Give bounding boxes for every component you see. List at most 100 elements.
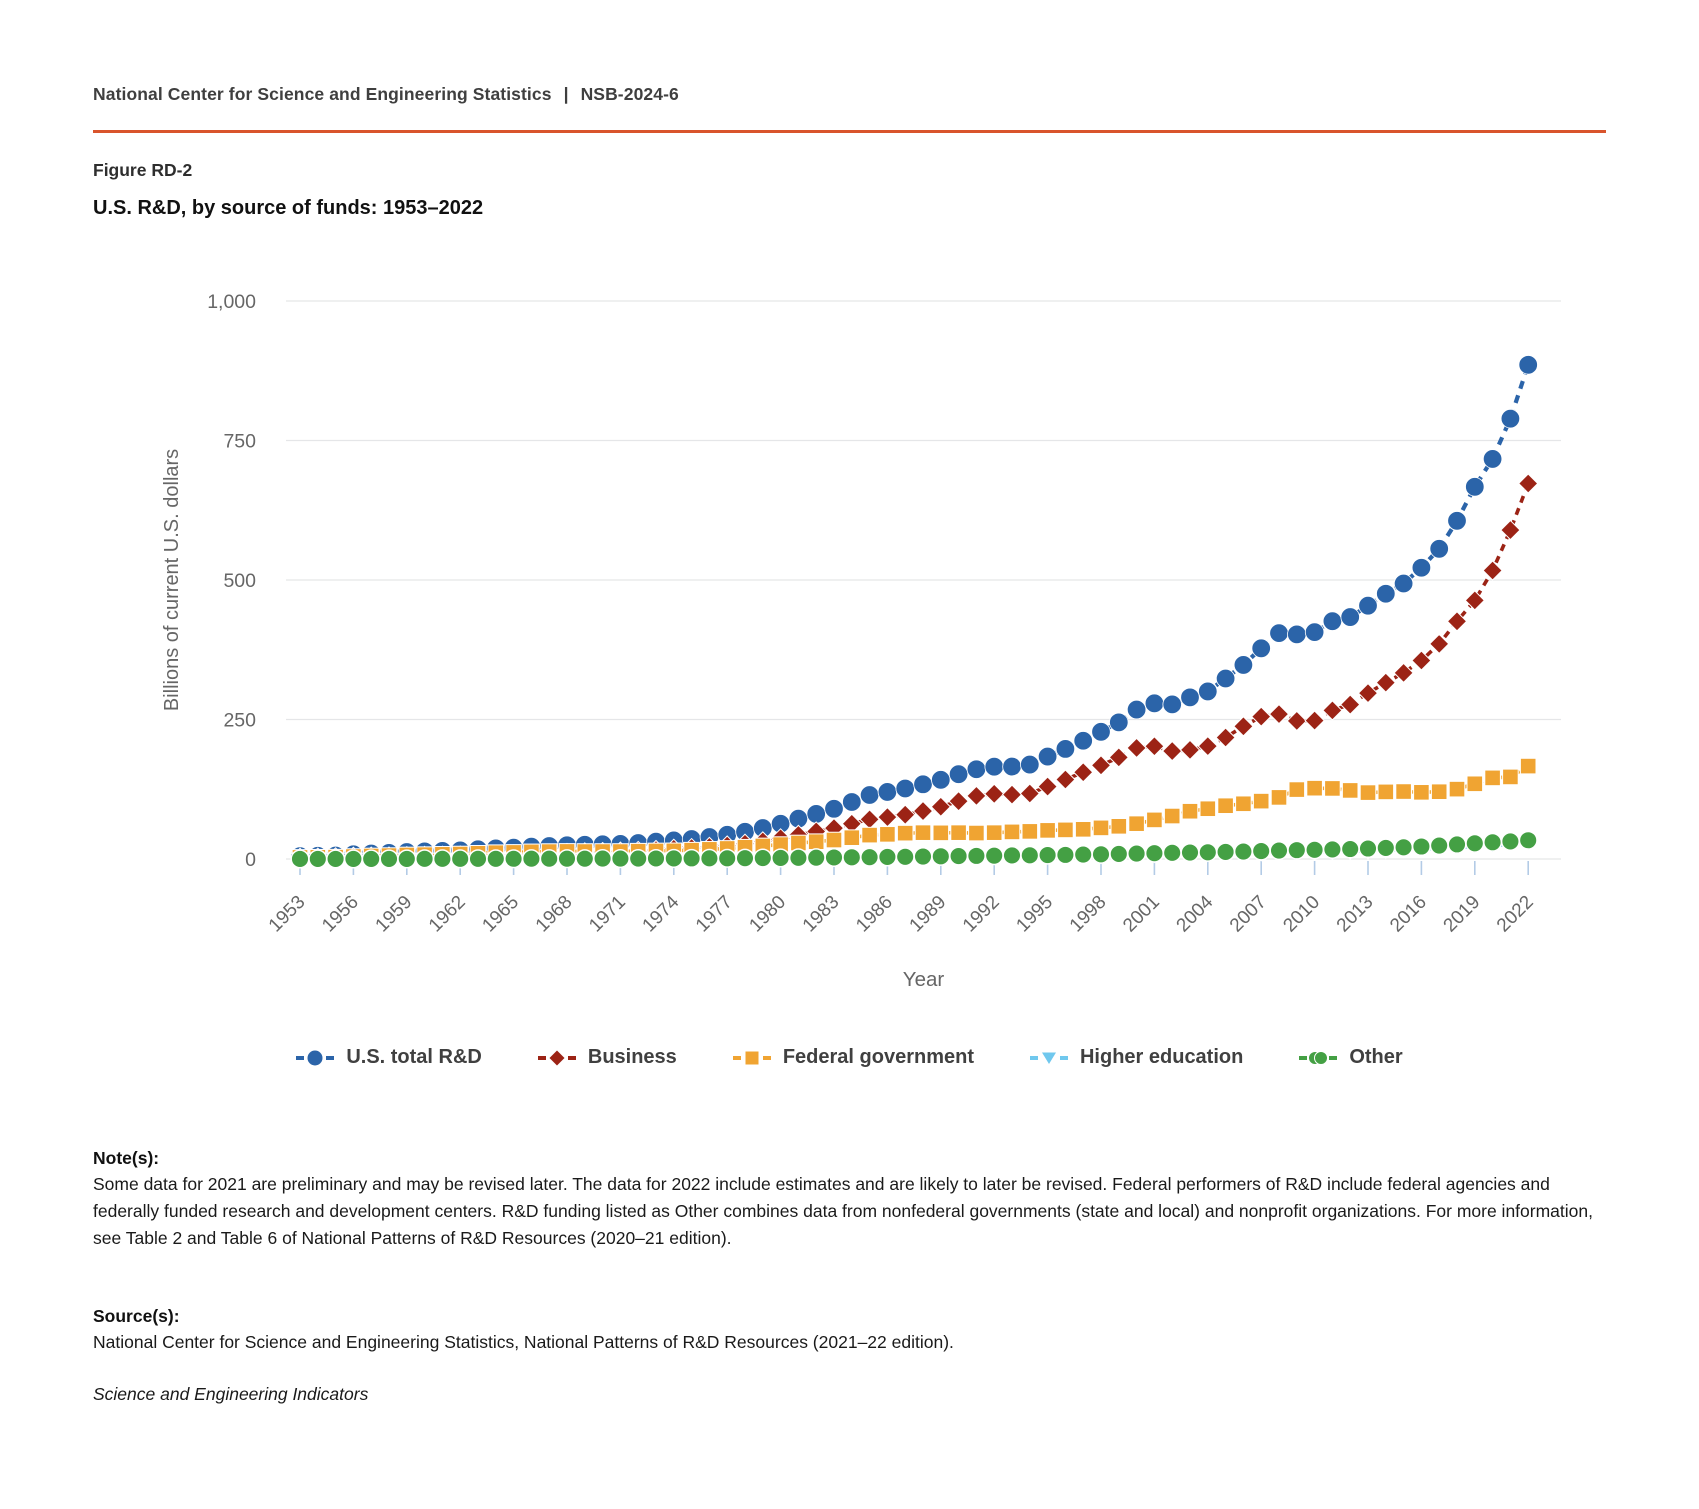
org-name: National Center for Science and Engineer… — [93, 84, 552, 104]
data-point — [914, 824, 932, 841]
data-point — [628, 848, 648, 869]
data-point — [1181, 802, 1199, 820]
data-point — [1055, 739, 1076, 759]
data-point — [1039, 822, 1056, 839]
data-point — [1109, 844, 1129, 864]
data-point — [877, 782, 898, 802]
rd-chart-svg: 0 250 500 750 1,000 Billions of current U.S. … — [161, 291, 1561, 991]
data-point — [1413, 784, 1430, 801]
data-point — [1020, 754, 1040, 775]
legend-item-higher-education[interactable]: Higher education — [1029, 1046, 1243, 1069]
data-point — [1019, 783, 1041, 804]
data-point — [1197, 735, 1219, 757]
data-point — [1126, 699, 1147, 720]
notes-heading: Note(s): — [93, 1148, 160, 1168]
data-point — [1252, 792, 1270, 810]
y-tick-label: 500 — [223, 570, 256, 592]
y-tick-label: 250 — [223, 710, 256, 732]
data-point — [1483, 832, 1503, 852]
data-point — [877, 806, 898, 828]
data-point — [1465, 833, 1485, 853]
data-point — [1268, 703, 1290, 725]
data-point — [290, 849, 310, 869]
legend-item-other[interactable]: Other — [1299, 1046, 1403, 1069]
x-tick-label: 1995 — [1012, 892, 1057, 937]
chart-legend: U.S. total R&D Business Federal government… — [0, 1046, 1699, 1069]
series-other — [290, 830, 1538, 869]
data-point — [1162, 843, 1182, 863]
data-point — [539, 849, 559, 869]
data-point — [1091, 844, 1111, 864]
data-point — [1340, 839, 1360, 859]
data-point — [1447, 511, 1467, 531]
x-tick-label: 1989 — [906, 892, 951, 937]
data-point — [1466, 775, 1484, 793]
data-point — [948, 764, 969, 784]
data-point — [895, 778, 915, 799]
source-heading: Source(s): — [93, 1306, 180, 1326]
data-point — [894, 804, 916, 825]
report-id: NSB-2024-6 — [580, 84, 679, 104]
x-tick-label: 1962 — [425, 892, 470, 937]
data-point — [1180, 842, 1200, 863]
data-point — [1305, 840, 1325, 860]
data-point — [1251, 638, 1271, 658]
data-point — [1341, 782, 1359, 799]
series-line — [299, 482, 1530, 860]
data-point — [1091, 722, 1111, 742]
data-point — [1306, 779, 1323, 797]
data-point — [1518, 355, 1538, 375]
data-point — [966, 846, 986, 866]
data-point — [1448, 780, 1466, 798]
x-tick-label: 1953 — [265, 892, 310, 937]
circle-legend-icon — [1299, 1050, 1338, 1065]
data-point — [877, 847, 897, 867]
data-point — [1090, 755, 1112, 776]
data-point — [1411, 650, 1432, 671]
data-point — [1110, 818, 1128, 835]
y-axis-title: Billions of current U.S. dollars — [161, 449, 183, 711]
data-point — [1393, 573, 1414, 594]
source-section: Source(s): National Center for Science a… — [93, 1306, 1595, 1356]
legend-item-business[interactable]: Business — [537, 1046, 677, 1069]
x-tick-label: 1965 — [478, 892, 523, 937]
x-tick-label: 2010 — [1279, 892, 1324, 937]
rd-funding-chart: 0 250 500 750 1,000 Billions of current U.S. … — [0, 248, 1699, 1023]
data-point — [1322, 611, 1343, 631]
y-tick-label: 1,000 — [207, 291, 256, 313]
data-point — [1482, 449, 1503, 469]
data-point — [1358, 838, 1378, 859]
y-tick-label: 750 — [223, 431, 256, 453]
notes-section: Note(s): Some data for 2021 are prelimin… — [93, 1148, 1595, 1252]
x-tick-label: 2004 — [1173, 891, 1218, 936]
data-point — [1394, 837, 1414, 857]
data-point — [432, 849, 452, 869]
square-legend-icon — [732, 1051, 771, 1064]
data-point — [825, 831, 843, 849]
data-point — [896, 824, 914, 842]
data-point — [859, 809, 880, 830]
data-point — [1020, 845, 1040, 865]
x-tick-label: 1992 — [959, 892, 1004, 937]
data-point — [379, 849, 399, 869]
data-point — [1322, 839, 1342, 859]
data-point — [1502, 768, 1519, 786]
data-point — [1288, 781, 1306, 798]
data-point — [1199, 800, 1217, 818]
x-tick-label: 1968 — [532, 892, 577, 937]
x-tick-label: 1986 — [852, 892, 897, 937]
header-separator: | — [563, 84, 569, 104]
data-point — [557, 849, 577, 869]
legend-item-federal-government[interactable]: Federal government — [732, 1046, 974, 1069]
x-axis: 1953 1956 1959 1962 1965 1968 1971 1974 1977 1980… — [265, 861, 1538, 936]
figure-title: U.S. R&D, by source of funds: 1953–2022 — [93, 197, 484, 219]
x-tick-label: 2007 — [1226, 892, 1271, 937]
data-point — [1340, 607, 1360, 627]
x-tick-label: 1956 — [318, 892, 363, 937]
data-point — [1411, 558, 1432, 578]
data-point — [1235, 795, 1252, 813]
data-point — [1376, 838, 1396, 858]
data-point — [1109, 712, 1129, 733]
legend-item-u-s-total-r-d[interactable]: U.S. total R&D — [296, 1046, 482, 1069]
data-point — [1519, 757, 1537, 775]
